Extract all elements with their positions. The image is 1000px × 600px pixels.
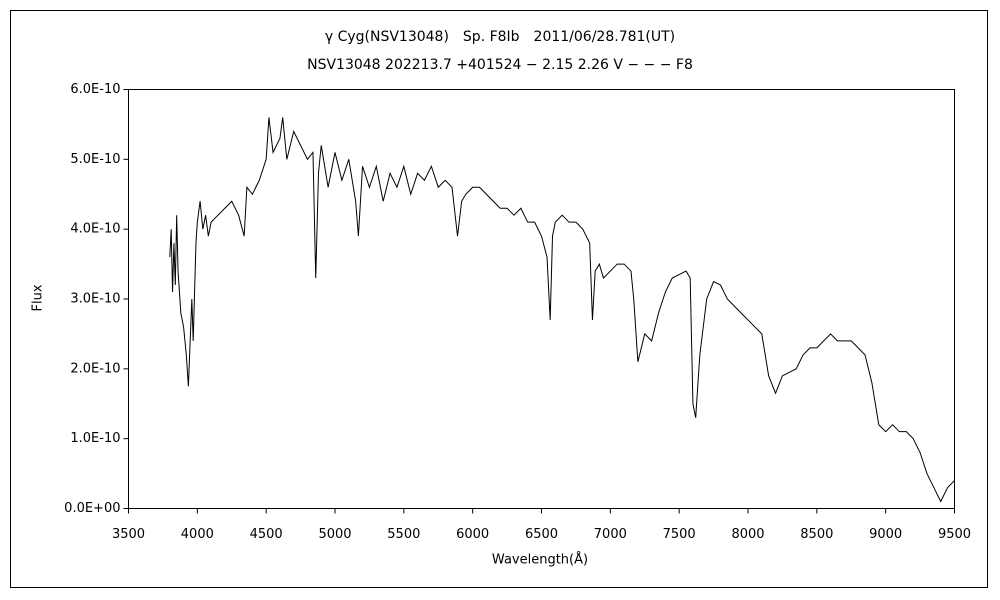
y-tick-label: 3.0E-10 (70, 292, 120, 307)
x-tick-label: 4000 (181, 527, 214, 542)
x-tick-label: 7500 (663, 527, 696, 542)
x-tick-label: 8500 (800, 527, 833, 542)
x-tick-label: 7000 (594, 527, 627, 542)
x-tick-label: 9500 (938, 527, 971, 542)
y-tick-label: 0.0E+00 (64, 501, 120, 516)
y-tick-label: 5.0E-10 (70, 152, 120, 167)
plot-area (128, 89, 955, 509)
x-tick-label: 6500 (525, 527, 558, 542)
x-tick-label: 6000 (456, 527, 489, 542)
x-axis-label: Wavelength(Å) (492, 552, 588, 568)
x-tick-label: 5500 (387, 527, 420, 542)
y-tick-label: 4.0E-10 (70, 222, 120, 237)
x-tick-label: 8000 (731, 527, 764, 542)
x-tick-label: 5000 (318, 527, 351, 542)
y-tick-label: 6.0E-10 (70, 82, 120, 97)
x-tick-label: 9000 (869, 527, 902, 542)
chart-border (10, 10, 988, 588)
y-tick-label: 2.0E-10 (70, 361, 120, 376)
y-tick-label: 1.0E-10 (70, 431, 120, 446)
chart-subtitle: NSV13048 202213.7 +401524 − 2.15 2.26 V … (307, 57, 693, 73)
x-tick-label: 4500 (250, 527, 283, 542)
x-tick-label: 3500 (112, 527, 145, 542)
chart-title: γ Cyg(NSV13048) Sp. F8Ib 2011/06/28.781(… (325, 29, 675, 45)
y-axis-label: Flux (31, 284, 46, 311)
spectrum-line (169, 117, 955, 503)
